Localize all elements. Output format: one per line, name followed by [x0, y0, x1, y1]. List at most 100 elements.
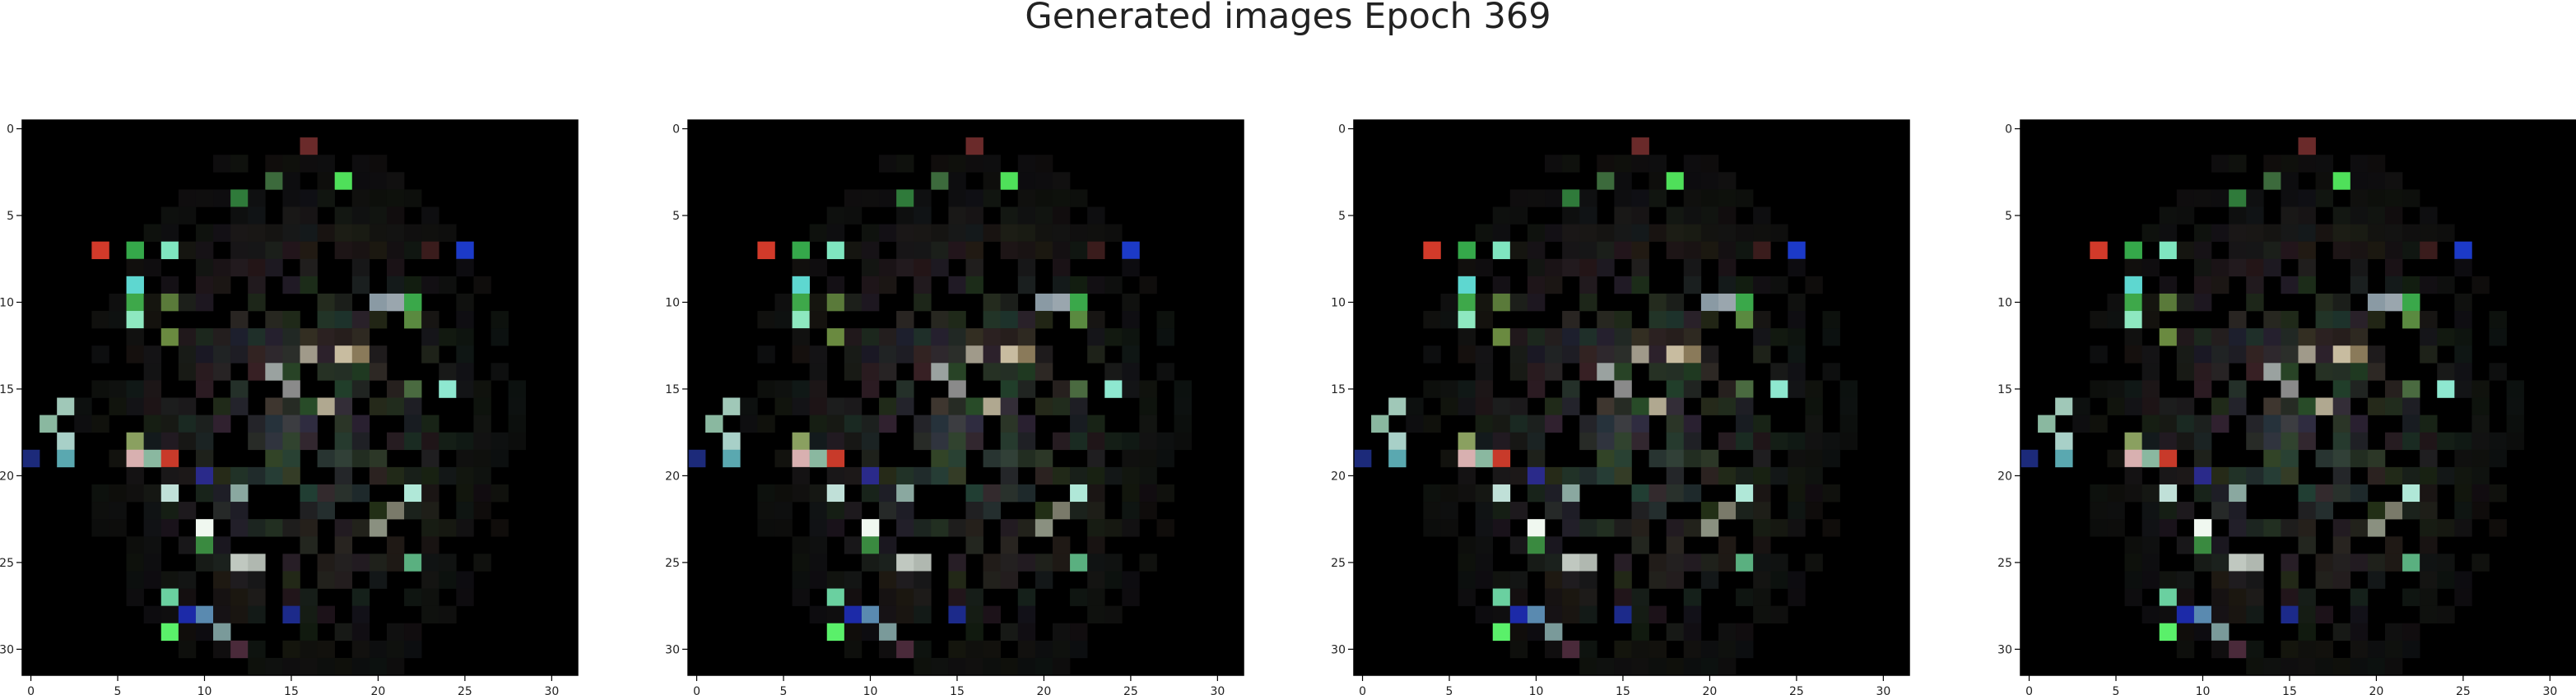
image-pixel: [2402, 623, 2420, 642]
image-pixel: [2420, 502, 2438, 520]
image-pixel: [914, 571, 932, 589]
image-pixel: [386, 206, 405, 225]
image-pixel: [1631, 605, 1649, 624]
image-pixel: [1683, 328, 1702, 346]
image-pixel: [1718, 380, 1737, 398]
image-pixel: [826, 224, 845, 242]
image-pixel: [2263, 311, 2281, 329]
image-pixel: [1070, 484, 1088, 503]
image-pixel: [2315, 172, 2333, 190]
image-pixel: [473, 466, 491, 485]
image-pixel: [1000, 657, 1019, 676]
image-pixel: [1423, 415, 1441, 433]
image-pixel: [2176, 241, 2195, 260]
image-pixel: [1579, 224, 1597, 242]
image-pixel: [282, 241, 300, 260]
image-pixel: [1440, 449, 1458, 468]
image-pixel: [1666, 328, 1685, 346]
image-pixel: [2350, 328, 2369, 346]
image-pixel: [914, 466, 932, 485]
image-pixel: [2159, 397, 2178, 415]
image-pixel: [965, 484, 983, 503]
y-tick-label: 10: [665, 296, 680, 309]
image-pixel: [2159, 623, 2178, 642]
image-pixel: [844, 293, 863, 312]
image-pixel: [1562, 206, 1580, 225]
image-pixel: [1052, 293, 1071, 312]
image-pixel: [178, 328, 197, 346]
image-pixel: [456, 311, 474, 329]
image-pixel: [965, 189, 983, 207]
image-pixel: [2281, 172, 2299, 190]
image-pixel: [2402, 397, 2420, 415]
image-pixel: [2124, 432, 2142, 451]
image-pixel: [2384, 536, 2403, 554]
image-pixel: [1631, 432, 1649, 451]
image-pixel: [1492, 206, 1511, 225]
x-tick-label: 5: [1446, 685, 1453, 695]
image-pixel: [1666, 311, 1685, 329]
image-pixel: [2402, 484, 2420, 503]
image-pixel: [2420, 345, 2438, 364]
image-pixel: [740, 415, 758, 433]
image-pixel: [1788, 466, 1806, 485]
image-pixel: [143, 432, 162, 451]
image-pixel: [2315, 311, 2333, 329]
image-pixel: [369, 640, 388, 659]
image-pixel: [334, 380, 353, 398]
image-pixel: [300, 397, 318, 415]
image-pixel: [1736, 623, 1754, 642]
image-pixel: [1579, 241, 1597, 260]
image-pixel: [896, 345, 914, 364]
image-pixel: [2384, 502, 2403, 520]
image-pixel: [334, 415, 353, 433]
image-pixel: [1788, 380, 1806, 398]
image-pixel: [1753, 571, 1771, 589]
image-pixel: [1753, 449, 1771, 468]
x-tick-label: 5: [780, 685, 788, 695]
image-pixel: [1753, 519, 1771, 537]
image-pixel: [1545, 328, 1563, 346]
image-pixel: [1000, 380, 1019, 398]
image-pixel: [1648, 484, 1667, 503]
image-pixel: [213, 502, 231, 520]
image-pixel: [914, 345, 932, 364]
image-pixel: [1753, 328, 1771, 346]
image-pixel: [1597, 397, 1615, 415]
image-pixel: [1648, 189, 1667, 207]
image-pixel: [369, 363, 388, 381]
image-pixel: [317, 328, 335, 346]
figure-title: Generated images Epoch 369: [1025, 0, 1551, 37]
image-pixel: [1388, 397, 1407, 415]
image-pixel: [1683, 224, 1702, 242]
image-pixel: [948, 449, 966, 468]
image-pixel: [757, 519, 775, 537]
image-pixel: [404, 588, 422, 606]
image-pixel: [1614, 363, 1632, 381]
image-pixel: [2471, 397, 2490, 415]
image-pixel: [230, 311, 249, 329]
image-pixel: [914, 657, 932, 676]
image-pixel: [2159, 224, 2178, 242]
image-pixel: [282, 449, 300, 468]
image-pixel: [1527, 623, 1546, 642]
image-pixel: [2437, 554, 2455, 572]
image-pixel: [213, 258, 231, 277]
image-pixel: [386, 502, 405, 520]
image-pixel: [2038, 415, 2056, 433]
image-pixel: [1614, 345, 1632, 364]
image-pixel: [914, 241, 932, 260]
image-pixel: [1683, 623, 1702, 642]
image-pixel: [1035, 206, 1053, 225]
image-pixel: [983, 502, 1001, 520]
image-pixel: [2298, 623, 2316, 642]
image-pixel: [2489, 519, 2507, 537]
image-pixel: [2159, 276, 2178, 294]
image-pixel: [369, 345, 388, 364]
image-pixel: [1562, 605, 1580, 624]
image-pixel: [844, 588, 863, 606]
image-pixel: [1545, 397, 1563, 415]
image-pixel: [2454, 380, 2472, 398]
image-pixel: [2332, 311, 2351, 329]
y-tick-label: 5: [2005, 210, 2012, 223]
